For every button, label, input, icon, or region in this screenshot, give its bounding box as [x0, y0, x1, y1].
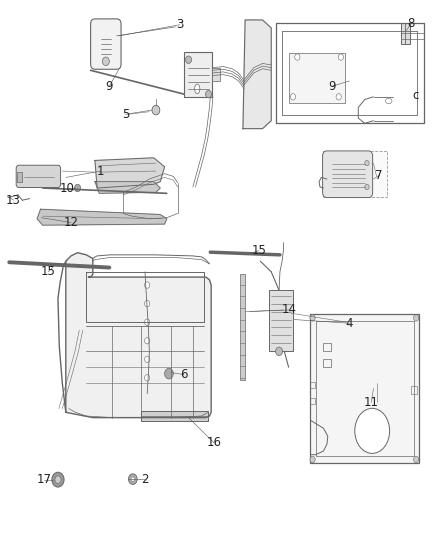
Bar: [323, 359, 331, 367]
Text: 1: 1: [97, 165, 104, 177]
Polygon shape: [37, 209, 167, 225]
Bar: [323, 151, 387, 197]
Ellipse shape: [194, 84, 200, 94]
Circle shape: [145, 282, 150, 288]
Circle shape: [185, 56, 191, 63]
Ellipse shape: [385, 99, 392, 104]
Text: 15: 15: [251, 244, 266, 257]
Circle shape: [413, 456, 419, 463]
Circle shape: [131, 477, 134, 481]
Circle shape: [276, 347, 283, 356]
Bar: [212, 68, 220, 81]
Polygon shape: [95, 182, 160, 193]
Circle shape: [295, 54, 300, 60]
Text: 13: 13: [6, 193, 21, 207]
FancyBboxPatch shape: [91, 19, 121, 69]
Text: 11: 11: [364, 395, 379, 409]
Text: 4: 4: [346, 317, 353, 330]
Text: 17: 17: [36, 473, 52, 486]
Bar: [269, 290, 293, 351]
Text: 6: 6: [180, 368, 188, 381]
Bar: [289, 53, 345, 103]
Text: 15: 15: [41, 265, 56, 278]
Text: 8: 8: [408, 17, 415, 30]
Circle shape: [128, 474, 137, 484]
Text: 16: 16: [206, 436, 221, 449]
Polygon shape: [95, 158, 165, 188]
Circle shape: [310, 456, 315, 463]
Bar: [311, 314, 419, 463]
Circle shape: [145, 356, 150, 362]
Ellipse shape: [355, 408, 390, 454]
Bar: [411, 386, 417, 394]
FancyBboxPatch shape: [16, 165, 60, 188]
Bar: [311, 398, 315, 405]
Bar: [323, 343, 331, 351]
Text: c: c: [413, 89, 419, 102]
Bar: [141, 411, 208, 421]
Circle shape: [205, 91, 212, 98]
Circle shape: [145, 337, 150, 344]
Text: 9: 9: [106, 80, 113, 93]
Bar: [401, 22, 410, 44]
Circle shape: [165, 368, 173, 379]
Circle shape: [152, 106, 160, 115]
Circle shape: [145, 375, 150, 381]
Circle shape: [74, 184, 81, 192]
Text: 14: 14: [282, 303, 297, 317]
Bar: [311, 382, 315, 389]
Text: 9: 9: [328, 80, 336, 93]
Circle shape: [338, 54, 343, 60]
Bar: [184, 52, 212, 97]
Text: 5: 5: [122, 108, 129, 121]
Bar: [17, 172, 22, 182]
Circle shape: [145, 301, 150, 307]
FancyBboxPatch shape: [322, 151, 373, 198]
Polygon shape: [243, 20, 271, 128]
Circle shape: [52, 472, 64, 487]
Circle shape: [336, 94, 341, 100]
Circle shape: [145, 319, 150, 325]
Circle shape: [310, 315, 315, 321]
Circle shape: [413, 315, 419, 321]
Circle shape: [102, 57, 110, 66]
Text: 7: 7: [375, 169, 383, 182]
Circle shape: [55, 476, 61, 483]
Text: 3: 3: [176, 18, 184, 31]
Bar: [316, 321, 414, 456]
Text: 12: 12: [64, 216, 78, 229]
Text: 2: 2: [141, 473, 149, 486]
Circle shape: [365, 160, 369, 166]
Bar: [240, 274, 245, 381]
Circle shape: [365, 184, 369, 190]
Text: 10: 10: [60, 182, 75, 195]
Polygon shape: [66, 253, 211, 418]
Circle shape: [290, 94, 296, 100]
